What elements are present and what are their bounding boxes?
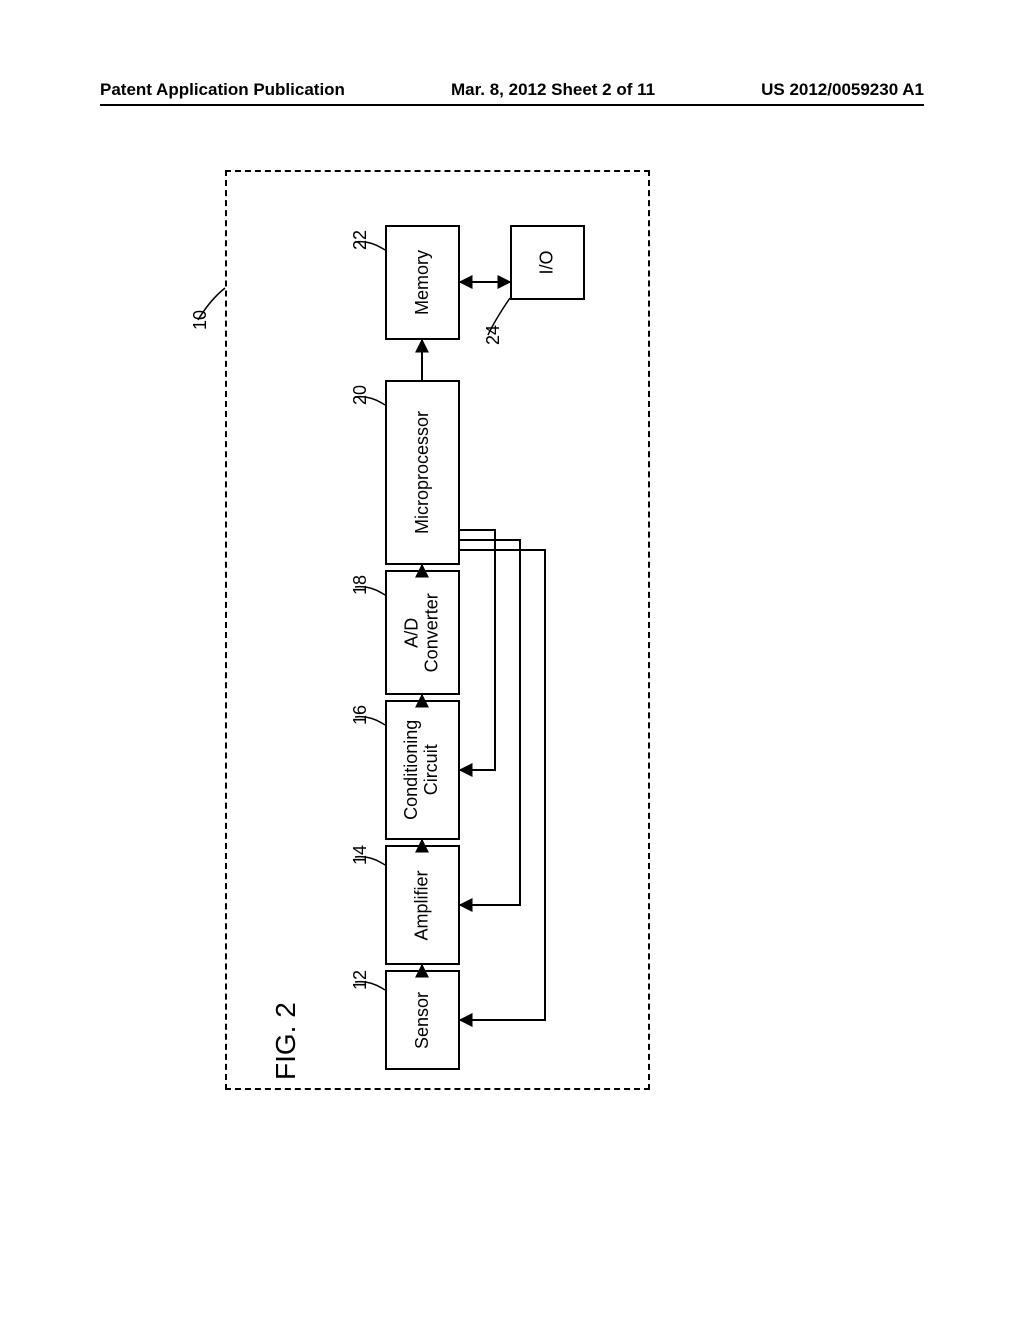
figure-caption: FIG. 2	[270, 1002, 302, 1080]
figure-area: 10 Sensor 12 Amplifier 14 ConditioningCi…	[210, 170, 650, 1090]
header-rule	[100, 104, 924, 106]
header-center: Mar. 8, 2012 Sheet 2 of 11	[451, 80, 655, 100]
diagram-wires	[210, 170, 650, 1090]
page-header: Patent Application Publication Mar. 8, 2…	[100, 80, 924, 100]
header-right: US 2012/0059230 A1	[761, 80, 924, 100]
header-left: Patent Application Publication	[100, 80, 345, 100]
ref-system: 10	[190, 310, 211, 330]
page: Patent Application Publication Mar. 8, 2…	[0, 0, 1024, 1320]
